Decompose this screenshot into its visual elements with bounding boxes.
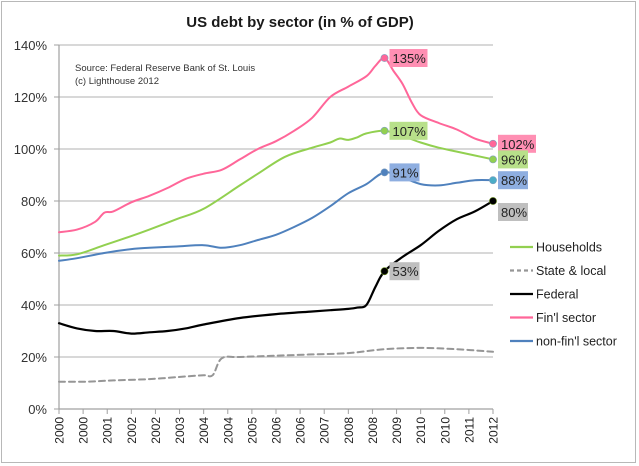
data-label: 88%: [501, 173, 527, 188]
data-label: 53%: [393, 264, 419, 279]
legend-label: Federal: [536, 288, 578, 302]
legend-label: Fin'l sector: [536, 311, 596, 325]
data-label: 96%: [501, 152, 527, 167]
series-line-non-fin-l-sector: [58, 171, 494, 262]
legend-label: Households: [536, 241, 602, 255]
y-tick-label: 20%: [21, 350, 47, 365]
x-tick-label: 2003: [173, 417, 187, 444]
series-line-federal: [57, 199, 495, 335]
data-label: 80%: [501, 205, 527, 220]
data-label-background: [498, 171, 528, 190]
series-line-fin-l-sector: [58, 56, 494, 234]
data-point-marker: [489, 155, 497, 164]
chart-title: US debt by sector (in % of GDP): [186, 14, 414, 31]
legend: Households State & local Federal Fin'l sect…: [510, 241, 617, 349]
data-point-marker: [489, 139, 497, 148]
series-line-state-local: [58, 346, 494, 383]
legend-label: non-fin'l sector: [536, 335, 617, 349]
x-tick-label: 2009: [390, 417, 404, 444]
data-label-background: [498, 203, 528, 221]
data-label-background: [389, 49, 428, 67]
data-labels: 135% 107% 91% 53% 102%96% 88% 80%: [380, 49, 536, 281]
data-label-background: [389, 262, 420, 281]
gridlines: [59, 44, 493, 358]
x-tick-label: 2010: [438, 417, 452, 444]
data-label-background: [389, 163, 420, 182]
series-lines: [57, 56, 495, 383]
x-tick-label: 2010: [414, 417, 428, 444]
x-tick-label: 2006: [270, 417, 284, 444]
legend-label: State & local: [536, 264, 606, 278]
data-point-marker: [380, 168, 389, 177]
x-tick-label: 2004: [221, 417, 235, 444]
source-note: Source: Federal Reserve Bank of St. Loui…: [75, 63, 255, 74]
y-axis: 0% 20% 40% 60% 80% 100% 120% 140%: [14, 38, 60, 417]
data-label: 102%: [501, 137, 535, 152]
data-label: 107%: [393, 124, 427, 139]
x-tick-label: 2011: [462, 417, 476, 443]
y-tick-label: 80%: [21, 194, 47, 209]
data-point-marker: [380, 267, 389, 276]
y-tick-label: 140%: [14, 38, 48, 53]
y-tick-label: 100%: [14, 142, 48, 157]
data-point-marker: [489, 197, 497, 205]
x-tick-label: 2001: [101, 417, 115, 444]
x-tick-label: 2007: [318, 417, 332, 444]
x-tick-label: 2008: [342, 417, 356, 444]
y-tick-label: 0%: [28, 402, 47, 417]
data-label-background: [498, 150, 528, 169]
data-label-background: [389, 121, 428, 140]
data-point-marker: [380, 126, 389, 135]
x-tick-label: 2002: [125, 417, 139, 444]
copyright-note: (c) Lighthouse 2012: [75, 76, 159, 87]
x-tick-label: 2006: [294, 417, 308, 444]
x-tick-label: 2004: [197, 417, 211, 444]
y-tick-label: 120%: [14, 90, 48, 105]
x-tick-label: 2000: [53, 417, 67, 444]
x-tick-label: 2005: [245, 417, 259, 444]
x-tick-label: 2008: [366, 417, 380, 444]
data-point-marker: [489, 176, 497, 185]
y-tick-label: 60%: [21, 246, 47, 261]
data-label: 135%: [393, 51, 427, 66]
x-axis: 2000 2000 2001 2002 2002 2003 2004 2004 2005 2006…: [53, 408, 501, 444]
data-point-marker: [380, 54, 389, 62]
y-tick-label: 40%: [21, 298, 47, 313]
data-label-background: [498, 134, 536, 153]
x-tick-label: 2012: [487, 417, 501, 444]
data-label: 91%: [393, 165, 419, 180]
series-line-households: [58, 129, 494, 257]
x-tick-label: 2002: [149, 417, 163, 444]
x-tick-label: 2000: [77, 417, 91, 444]
